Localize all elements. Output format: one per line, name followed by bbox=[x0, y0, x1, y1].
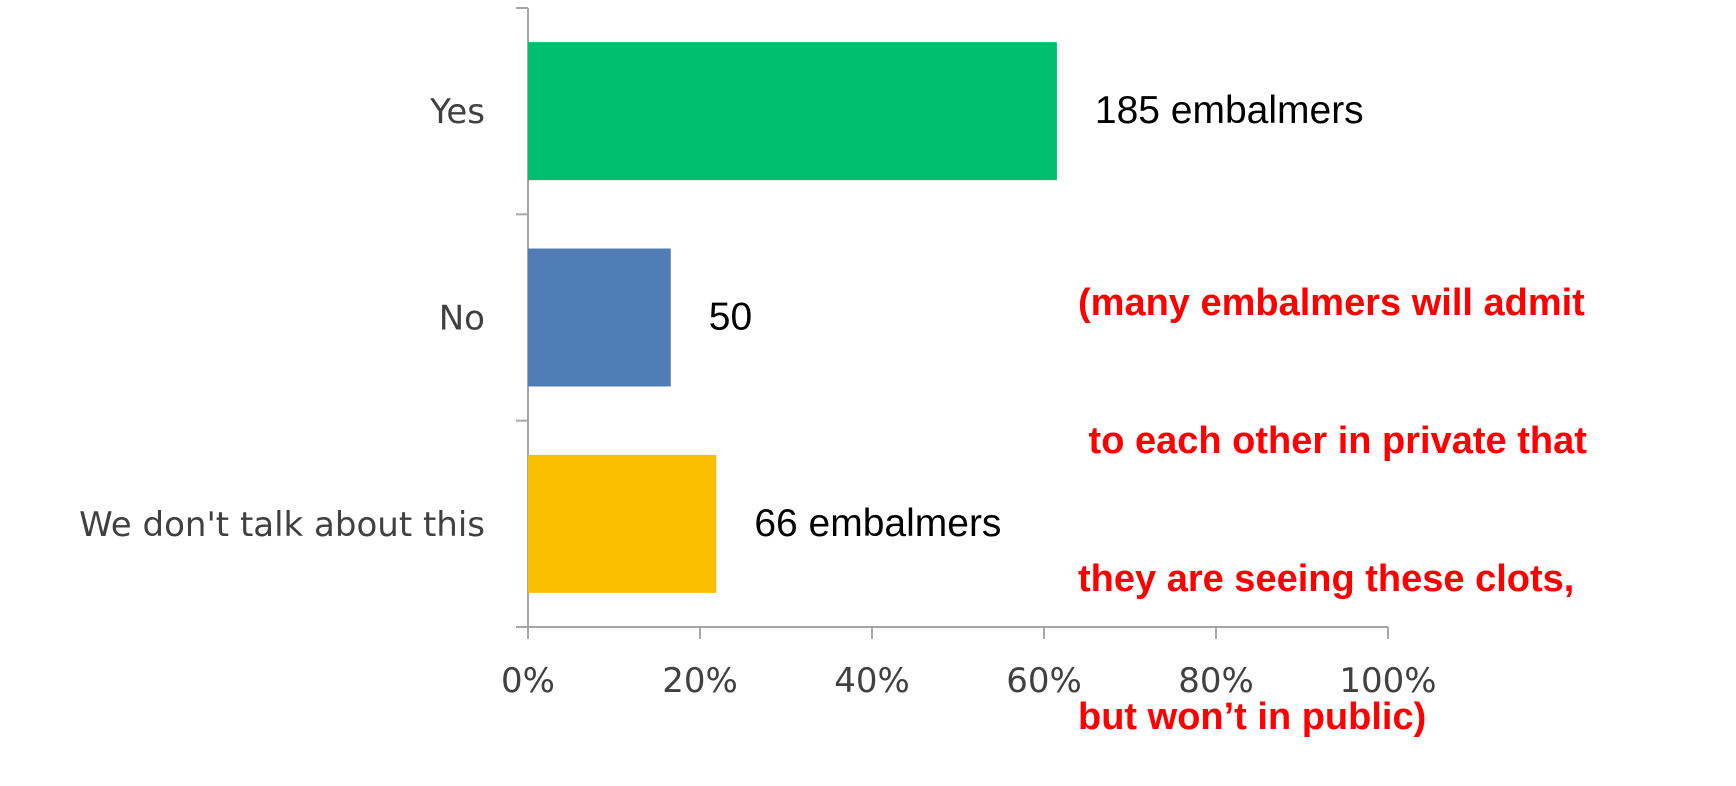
data-label: 185 embalmers bbox=[1095, 89, 1364, 132]
labels: 0% 20% 40% 60% 80% 100% Yes 185 embalmers No 50 We… bbox=[79, 89, 1436, 701]
x-tick-label: 40% bbox=[834, 661, 910, 701]
annotation-line: to each other in private that bbox=[1078, 420, 1587, 462]
category-label: We don't talk about this bbox=[79, 505, 485, 545]
bars bbox=[528, 42, 1057, 593]
annotation-line: they are seeing these clots, bbox=[1078, 558, 1575, 600]
category-label: Yes bbox=[429, 92, 485, 132]
bar-chart: 0% 20% 40% 60% 80% 100% Yes 185 embalmers No 50 We… bbox=[79, 7, 1437, 701]
x-tick-label: 20% bbox=[662, 661, 738, 701]
annotation-line: but won’t in public) bbox=[1078, 696, 1427, 738]
x-tick-label: 100% bbox=[1339, 661, 1436, 701]
bar bbox=[528, 248, 671, 387]
category-label: No bbox=[439, 299, 485, 339]
bar bbox=[528, 454, 717, 593]
x-tick-label: 0% bbox=[501, 661, 555, 701]
x-tick-label: 80% bbox=[1178, 661, 1254, 701]
annotation-note: (many embalmers will admit to each other… bbox=[1078, 188, 1728, 786]
bar bbox=[528, 42, 1057, 181]
x-tick-label: 60% bbox=[1006, 661, 1082, 701]
data-label: 50 bbox=[709, 296, 752, 339]
data-label: 66 embalmers bbox=[754, 502, 1001, 545]
annotation-line: (many embalmers will admit bbox=[1078, 282, 1585, 324]
